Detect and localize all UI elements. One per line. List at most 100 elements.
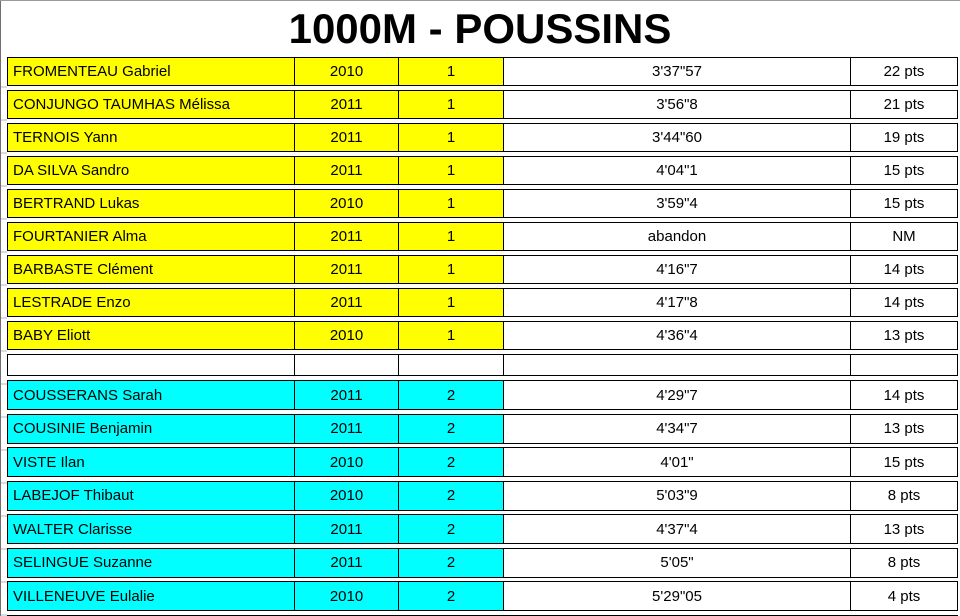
cell-name[interactable]: LESTRADE Enzo [8, 289, 295, 316]
cell-points[interactable]: NM [892, 228, 916, 245]
cell-name[interactable]: WALTER Clarisse [8, 515, 295, 543]
cell-name[interactable]: CONJUNGO TAUMHAS Mélissa [8, 91, 295, 118]
cell-points[interactable]: 14 pts [883, 261, 925, 278]
cell-time[interactable]: 3'56"8 [504, 91, 851, 118]
cell-points[interactable]: 14 pts [883, 386, 925, 404]
table-row: TERNOIS Yann 2011 1 3'44"60 19 pts [7, 123, 958, 152]
table-row: LABEJOF Thibaut 2010 2 5'03"9 8 pts [7, 480, 958, 511]
cell-name[interactable]: COUSINIE Benjamin [8, 414, 295, 443]
cell-year[interactable]: 2010 [295, 58, 399, 85]
cell-points[interactable]: 13 pts [883, 420, 925, 437]
table-row: DA SILVA Sandro 2011 1 4'04"1 15 pts [7, 156, 958, 185]
cell-heat[interactable]: 1 [399, 124, 504, 151]
cell-year[interactable]: 2010 [295, 448, 399, 476]
cell-points[interactable]: 15 pts [883, 453, 925, 471]
cell-heat[interactable]: 2 [399, 414, 504, 443]
cell-year[interactable]: 2010 [295, 322, 399, 349]
cell-heat[interactable]: 2 [399, 381, 504, 409]
table-row: VISTE Ilan 2010 2 4'01" 15 pts [7, 447, 958, 477]
table-row: BABY Eliott 2010 1 4'36"4 13 pts [7, 321, 958, 350]
cell-name[interactable]: TERNOIS Yann [8, 124, 295, 151]
cell-name[interactable]: BERTRAND Lukas [8, 190, 295, 217]
cell-heat[interactable]: 2 [399, 481, 504, 510]
cell-heat[interactable]: 2 [399, 548, 504, 577]
cell-points[interactable]: 4 pts [887, 587, 921, 605]
cell-points[interactable]: 19 pts [883, 129, 925, 146]
table-row: WALTER Clarisse 2011 2 4'37"4 13 pts [7, 514, 958, 544]
cell-year[interactable]: 2010 [295, 582, 399, 610]
cell-year[interactable]: 2011 [295, 124, 399, 151]
cell-year[interactable]: 2011 [295, 157, 399, 184]
cell-year[interactable] [295, 355, 399, 375]
cell-name[interactable]: BARBASTE Clément [8, 256, 295, 283]
cell-heat[interactable]: 1 [399, 157, 504, 184]
cell-name[interactable]: VISTE Ilan [8, 448, 295, 476]
cell-heat[interactable]: 1 [399, 223, 504, 250]
cell-points[interactable]: 8 pts [887, 487, 921, 504]
cell-time[interactable]: abandon [504, 223, 851, 250]
cell-name[interactable]: BABY Eliott [8, 322, 295, 349]
cell-points[interactable]: 14 pts [883, 294, 925, 311]
cell-year[interactable]: 2011 [295, 256, 399, 283]
cell-points[interactable] [851, 355, 957, 375]
table-row: BARBASTE Clément 2011 1 4'16"7 14 pts [7, 255, 958, 284]
cell-time[interactable]: 4'01" [504, 448, 851, 476]
cell-points[interactable]: 13 pts [883, 327, 925, 344]
cell-name[interactable]: VILLENEUVE Eulalie [8, 582, 295, 610]
cell-name[interactable]: COUSSERANS Sarah [8, 381, 295, 409]
cell-points[interactable]: 13 pts [883, 520, 925, 538]
cell-time[interactable]: 4'29"7 [504, 381, 851, 409]
cell-time[interactable]: 4'36"4 [504, 322, 851, 349]
cell-time[interactable]: 3'59"4 [504, 190, 851, 217]
cell-year[interactable]: 2011 [295, 381, 399, 409]
table-row: SELINGUE Suzanne 2011 2 5'05" 8 pts [7, 547, 958, 578]
cell-heat[interactable]: 1 [399, 322, 504, 349]
cell-time[interactable]: 3'37"57 [504, 58, 851, 85]
cell-year[interactable]: 2010 [295, 481, 399, 510]
cell-heat[interactable]: 2 [399, 582, 504, 610]
cell-points[interactable]: 8 pts [887, 554, 921, 571]
cell-name[interactable]: FROMENTEAU Gabriel [8, 58, 295, 85]
cell-time[interactable]: 4'17"8 [504, 289, 851, 316]
cell-points[interactable]: 15 pts [883, 195, 925, 212]
cell-points[interactable]: 22 pts [883, 63, 925, 80]
table-row [7, 354, 958, 376]
cell-year[interactable]: 2011 [295, 91, 399, 118]
cell-year[interactable]: 2010 [295, 190, 399, 217]
cell-year[interactable]: 2011 [295, 515, 399, 543]
cell-time[interactable]: 5'05" [504, 548, 851, 577]
cell-name[interactable]: LABEJOF Thibaut [8, 481, 295, 510]
cell-time[interactable]: 4'34"7 [504, 414, 851, 443]
cell-points[interactable]: 21 pts [883, 96, 925, 113]
cell-time[interactable]: 5'29"05 [504, 582, 851, 610]
cell-heat[interactable]: 1 [399, 58, 504, 85]
cell-year[interactable]: 2011 [295, 289, 399, 316]
cell-heat[interactable]: 1 [399, 256, 504, 283]
cell-year[interactable]: 2011 [295, 223, 399, 250]
row-header-strip [1, 57, 7, 616]
cell-name[interactable]: FOURTANIER Alma [8, 223, 295, 250]
cell-time[interactable]: 4'04"1 [504, 157, 851, 184]
cell-time[interactable]: 3'44"60 [504, 124, 851, 151]
table-row: COUSSERANS Sarah 2011 2 4'29"7 14 pts [7, 380, 958, 410]
cell-name[interactable]: SELINGUE Suzanne [8, 548, 295, 577]
cell-time[interactable]: 5'03"9 [504, 481, 851, 510]
cell-heat[interactable]: 2 [399, 448, 504, 476]
cell-year[interactable]: 2011 [295, 414, 399, 443]
cell-year[interactable]: 2011 [295, 548, 399, 577]
cell-heat[interactable] [399, 355, 504, 375]
table-row: COUSINIE Benjamin 2011 2 4'34"7 13 pts [7, 413, 958, 444]
cell-time[interactable] [504, 355, 851, 375]
cell-heat[interactable]: 1 [399, 289, 504, 316]
cell-name[interactable]: DA SILVA Sandro [8, 157, 295, 184]
table-row: CONJUNGO TAUMHAS Mélissa 2011 1 3'56"8 2… [7, 90, 958, 119]
cell-points[interactable]: 15 pts [883, 162, 925, 179]
cell-heat[interactable]: 1 [399, 91, 504, 118]
cell-heat[interactable]: 2 [399, 515, 504, 543]
cell-heat[interactable]: 1 [399, 190, 504, 217]
cell-time[interactable]: 4'16"7 [504, 256, 851, 283]
cell-time[interactable]: 4'37"4 [504, 515, 851, 543]
cell-name[interactable] [8, 355, 295, 375]
sheet-left-edge [0, 1, 1, 616]
